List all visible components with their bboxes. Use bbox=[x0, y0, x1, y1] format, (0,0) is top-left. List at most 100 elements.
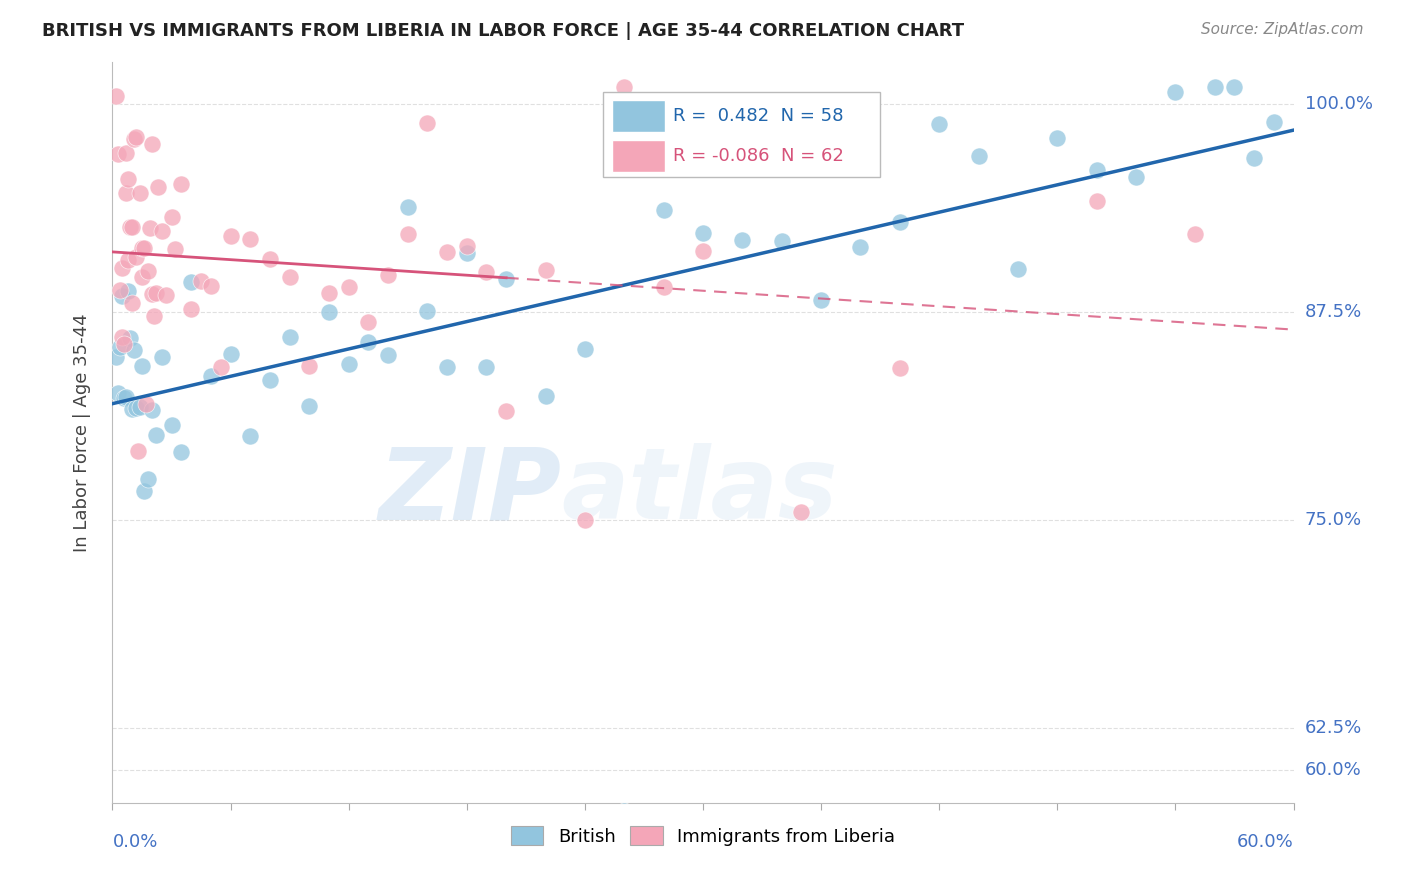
Point bbox=[534, 263, 557, 277]
Text: 60.0%: 60.0% bbox=[1237, 833, 1294, 851]
Point bbox=[129, 186, 152, 201]
Point bbox=[112, 336, 135, 351]
Point bbox=[120, 331, 142, 345]
Point bbox=[180, 301, 202, 316]
Point bbox=[1164, 86, 1187, 100]
Text: 0.0%: 0.0% bbox=[112, 833, 157, 851]
Point bbox=[396, 227, 419, 241]
Point bbox=[377, 268, 399, 282]
Point bbox=[170, 177, 193, 191]
Point bbox=[129, 401, 152, 415]
Point bbox=[180, 276, 202, 290]
Text: BRITISH VS IMMIGRANTS FROM LIBERIA IN LABOR FORCE | AGE 35-44 CORRELATION CHART: BRITISH VS IMMIGRANTS FROM LIBERIA IN LA… bbox=[42, 22, 965, 40]
Point bbox=[456, 245, 478, 260]
Point bbox=[278, 270, 301, 285]
Text: Source: ZipAtlas.com: Source: ZipAtlas.com bbox=[1201, 22, 1364, 37]
Point bbox=[692, 226, 714, 240]
Point bbox=[475, 359, 498, 374]
Point bbox=[298, 399, 321, 413]
Point bbox=[357, 334, 380, 349]
Point bbox=[160, 418, 183, 433]
Text: 100.0%: 100.0% bbox=[1305, 95, 1372, 113]
Point bbox=[122, 132, 145, 146]
Point bbox=[155, 288, 177, 302]
Point bbox=[107, 147, 129, 161]
Point bbox=[298, 359, 321, 374]
Point bbox=[112, 391, 135, 405]
Point bbox=[141, 286, 163, 301]
Point bbox=[120, 220, 142, 235]
Point bbox=[200, 279, 222, 293]
Point bbox=[165, 242, 187, 256]
Point bbox=[436, 359, 458, 374]
Point bbox=[132, 241, 155, 255]
Point bbox=[115, 145, 138, 160]
Point bbox=[135, 397, 157, 411]
Point bbox=[259, 373, 281, 387]
Point bbox=[141, 403, 163, 417]
Point bbox=[278, 330, 301, 344]
Point bbox=[141, 137, 163, 152]
Point bbox=[259, 252, 281, 266]
Point bbox=[200, 369, 222, 384]
Point bbox=[652, 280, 675, 294]
Point bbox=[1184, 227, 1206, 241]
Point bbox=[131, 270, 153, 285]
Point bbox=[170, 445, 193, 459]
Point bbox=[770, 235, 793, 249]
Text: 75.0%: 75.0% bbox=[1305, 511, 1362, 529]
Legend: British, Immigrants from Liberia: British, Immigrants from Liberia bbox=[503, 819, 903, 853]
Point bbox=[239, 429, 262, 443]
Point bbox=[495, 272, 517, 286]
Point bbox=[105, 88, 128, 103]
Point bbox=[115, 186, 138, 201]
Point bbox=[790, 505, 813, 519]
Point bbox=[534, 388, 557, 402]
Point bbox=[357, 316, 380, 330]
Point bbox=[125, 250, 148, 264]
Point bbox=[160, 211, 183, 225]
Y-axis label: In Labor Force | Age 35-44: In Labor Force | Age 35-44 bbox=[73, 313, 91, 552]
Point bbox=[150, 224, 173, 238]
Point bbox=[1007, 262, 1029, 277]
Point bbox=[928, 117, 950, 131]
Text: R =  0.482  N = 58: R = 0.482 N = 58 bbox=[673, 107, 844, 125]
FancyBboxPatch shape bbox=[612, 140, 665, 172]
Point bbox=[131, 359, 153, 373]
Point bbox=[150, 350, 173, 364]
Point bbox=[396, 200, 419, 214]
Point bbox=[117, 284, 139, 298]
Point bbox=[810, 293, 832, 308]
Point bbox=[613, 79, 636, 94]
Point bbox=[219, 347, 242, 361]
Point bbox=[139, 221, 162, 235]
Point bbox=[475, 265, 498, 279]
Point bbox=[121, 220, 143, 235]
Point bbox=[105, 350, 128, 364]
Point bbox=[416, 116, 439, 130]
Point bbox=[318, 285, 340, 300]
Point bbox=[121, 295, 143, 310]
Point bbox=[132, 483, 155, 498]
Point bbox=[136, 264, 159, 278]
Text: 60.0%: 60.0% bbox=[1305, 761, 1361, 779]
Point bbox=[111, 330, 134, 344]
Point bbox=[849, 239, 872, 253]
Text: R = -0.086  N = 62: R = -0.086 N = 62 bbox=[673, 147, 845, 165]
Point bbox=[239, 232, 262, 246]
Point bbox=[146, 179, 169, 194]
Point bbox=[111, 289, 134, 303]
FancyBboxPatch shape bbox=[603, 92, 880, 178]
Point bbox=[967, 149, 990, 163]
FancyBboxPatch shape bbox=[612, 100, 665, 132]
Point bbox=[337, 357, 360, 371]
Point bbox=[136, 472, 159, 486]
Point bbox=[889, 215, 911, 229]
Point bbox=[1085, 162, 1108, 177]
Text: 62.5%: 62.5% bbox=[1305, 719, 1362, 737]
Point bbox=[1085, 194, 1108, 209]
Point bbox=[574, 513, 596, 527]
Point bbox=[117, 172, 139, 186]
Point bbox=[377, 348, 399, 362]
Point bbox=[416, 304, 439, 318]
